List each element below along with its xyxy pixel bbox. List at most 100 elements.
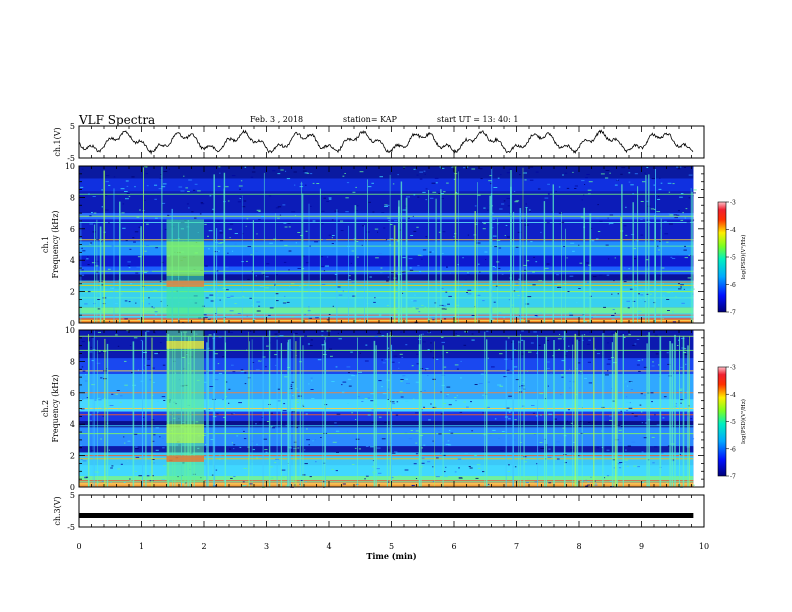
noise-speckle <box>369 446 374 448</box>
noise-speckle <box>90 336 94 338</box>
noise-speckle <box>403 271 406 273</box>
noise-speckle <box>427 461 431 463</box>
noise-speckle <box>102 415 104 417</box>
noise-speckle <box>633 465 637 467</box>
noise-speckle <box>486 330 489 332</box>
noise-speckle <box>133 241 136 243</box>
noise-speckle <box>93 212 97 214</box>
noise-speckle <box>576 302 578 304</box>
noise-speckle <box>482 394 485 396</box>
noise-speckle <box>308 444 310 446</box>
noise-speckle <box>321 266 325 268</box>
noise-speckle <box>492 235 497 237</box>
noise-speckle <box>506 369 510 371</box>
noise-speckle <box>243 200 247 202</box>
noise-speckle <box>528 351 532 353</box>
noise-speckle <box>299 457 302 459</box>
spectrogram-band <box>79 446 694 453</box>
noise-speckle <box>80 459 83 460</box>
noise-speckle <box>485 259 487 260</box>
noise-speckle <box>340 220 344 222</box>
noise-speckle <box>438 231 441 233</box>
noise-speckle <box>513 290 516 292</box>
noise-speckle <box>347 431 349 433</box>
noise-speckle <box>536 352 538 354</box>
noise-speckle <box>634 173 638 175</box>
noise-speckle <box>386 240 391 242</box>
noise-speckle <box>306 172 310 174</box>
noise-speckle <box>476 464 481 466</box>
noise-speckle <box>641 359 644 361</box>
noise-speckle <box>146 364 151 366</box>
y-axis-label-channel: ch.1 <box>41 236 50 253</box>
noise-speckle <box>567 291 570 292</box>
noise-speckle <box>445 395 448 397</box>
noise-speckle <box>328 197 332 199</box>
noise-speckle <box>587 193 591 195</box>
noise-speckle <box>117 468 120 470</box>
noise-speckle <box>546 361 550 363</box>
noise-speckle <box>212 208 214 210</box>
noise-speckle <box>608 223 610 225</box>
noise-speckle <box>144 219 149 221</box>
noise-speckle <box>431 431 435 433</box>
noise-speckle <box>405 344 408 346</box>
noise-speckle <box>410 430 413 431</box>
noise-speckle <box>609 480 612 482</box>
noise-speckle <box>238 402 242 404</box>
noise-speckle <box>371 466 374 468</box>
noise-speckle <box>151 367 155 369</box>
noise-speckle <box>91 360 94 362</box>
noise-speckle <box>224 276 227 278</box>
noise-speckle <box>234 233 238 234</box>
noise-speckle <box>163 400 166 401</box>
noise-speckle <box>681 401 683 403</box>
noise-speckle <box>266 263 270 265</box>
noise-speckle <box>310 377 313 379</box>
noise-speckle <box>606 475 610 477</box>
noise-speckle <box>515 246 519 248</box>
noise-speckle <box>133 337 138 339</box>
noise-speckle <box>578 339 580 341</box>
noise-speckle <box>456 335 460 337</box>
noise-speckle <box>357 396 360 398</box>
noise-speckle <box>294 332 298 334</box>
noise-speckle <box>288 250 292 252</box>
noise-speckle <box>125 180 129 182</box>
noise-speckle <box>367 397 370 399</box>
noise-speckle <box>548 448 551 450</box>
noise-speckle <box>561 360 565 362</box>
noise-speckle <box>136 266 141 268</box>
noise-speckle <box>487 209 489 211</box>
y-tick-label: -5 <box>67 523 75 532</box>
noise-speckle <box>124 442 126 444</box>
noise-speckle <box>540 312 542 314</box>
noise-speckle <box>154 311 158 313</box>
noise-speckle <box>669 214 673 216</box>
noise-speckle <box>161 437 164 439</box>
noise-speckle <box>130 283 133 285</box>
noise-speckle <box>155 247 158 249</box>
y-tick-label: 6 <box>70 225 75 234</box>
noise-speckle <box>207 318 211 320</box>
noise-speckle <box>308 383 310 385</box>
noise-speckle <box>268 195 272 197</box>
noise-speckle <box>604 477 606 479</box>
noise-speckle <box>445 443 450 445</box>
noise-speckle <box>676 345 679 346</box>
noise-speckle <box>350 351 353 353</box>
noise-speckle <box>525 207 528 208</box>
noise-speckle <box>336 413 341 415</box>
noise-speckle <box>96 239 99 241</box>
noise-speckle <box>89 243 91 245</box>
noise-speckle <box>564 355 567 357</box>
noise-speckle <box>218 336 222 338</box>
noise-speckle <box>219 459 221 460</box>
noise-speckle <box>616 179 619 181</box>
noise-speckle <box>270 412 273 414</box>
noise-speckle <box>285 170 287 172</box>
noise-speckle <box>609 172 611 174</box>
noise-speckle <box>81 168 84 170</box>
noise-speckle <box>525 303 530 305</box>
noise-speckle <box>444 402 448 404</box>
